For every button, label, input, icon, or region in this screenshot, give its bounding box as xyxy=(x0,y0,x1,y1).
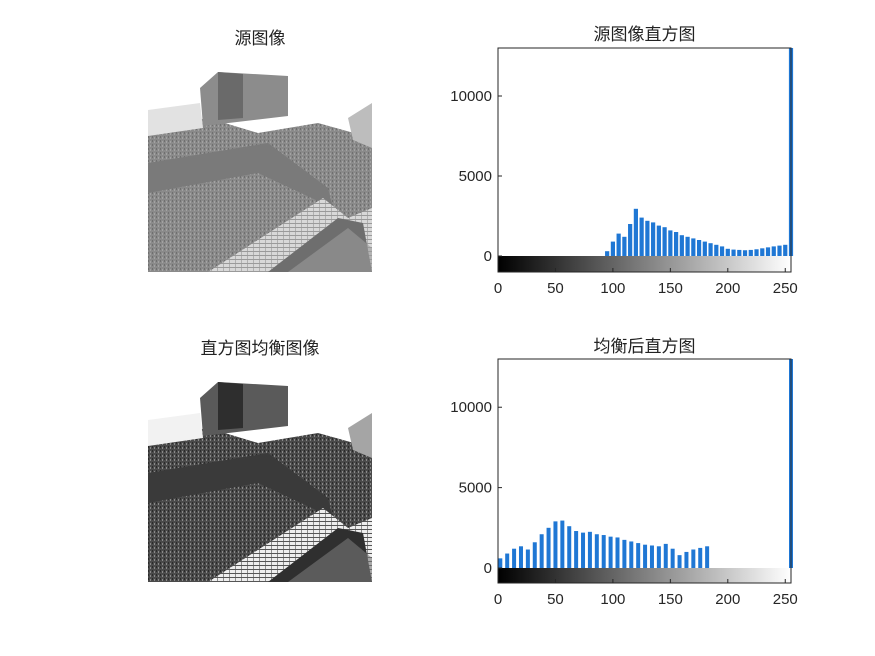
source-hist-colorbar xyxy=(498,256,791,272)
source-hist-bar xyxy=(679,235,684,256)
equalized-hist-bar xyxy=(512,548,517,568)
source-hist-bar xyxy=(742,250,748,256)
source-hist-bar xyxy=(656,225,661,256)
source-hist-bar xyxy=(754,249,759,256)
equalized-hist-x-tick-label: 250 xyxy=(773,591,798,608)
equalized-hist-colorbar xyxy=(498,568,791,583)
source-hist-bar xyxy=(725,248,730,256)
equalized-hist-y-tick-label: 0 xyxy=(484,560,492,577)
source-hist-y-tick-label: 10000 xyxy=(450,88,492,105)
equalized-hist-bar xyxy=(601,535,606,568)
equalized-hist-title: 均衡后直方图 xyxy=(594,337,696,357)
equalized-hist-bar xyxy=(643,544,648,568)
source-hist-bar xyxy=(731,249,736,256)
equalized-image-title: 直方图均衡图像 xyxy=(200,339,320,359)
equalized-hist-bar xyxy=(505,553,510,568)
source-hist-bar xyxy=(633,208,638,256)
source-hist-title: 源图像直方图 xyxy=(594,25,696,45)
equalized-hist-bar xyxy=(629,541,634,568)
source-hist-x-tick-label: 50 xyxy=(547,280,564,297)
equalized-hist-y-tick-label: 10000 xyxy=(450,399,492,416)
equalized-hist-bar xyxy=(525,549,530,568)
equalized-hist-bar xyxy=(636,543,641,568)
equalized-hist-bar xyxy=(567,526,572,568)
source-hist-bar xyxy=(748,249,753,256)
equalized-hist-bar xyxy=(594,534,599,568)
source-hist-y-tick-label: 0 xyxy=(484,248,492,265)
source-hist-bar xyxy=(639,217,644,256)
equalized-hist-y-tick-label: 5000 xyxy=(459,480,492,497)
source-hist-bar xyxy=(610,241,616,256)
source-hist-x-tick-label: 0 xyxy=(494,280,502,297)
source-hist-bar xyxy=(685,236,690,256)
equalized-hist-x-tick-label: 0 xyxy=(494,591,502,608)
equalized-hist-x-tick-label: 50 xyxy=(547,591,564,608)
equalized-hist-bar xyxy=(553,521,558,568)
equalized-hist-x-tick-label: 100 xyxy=(600,591,625,608)
source-hist-bar xyxy=(696,240,702,256)
source-hist-plot-area xyxy=(498,48,791,272)
equalized-hist-bar xyxy=(698,547,703,568)
equalized-hist-bar xyxy=(539,534,544,568)
source-hist-x-tick-label: 250 xyxy=(773,280,798,297)
source-hist-bar xyxy=(765,247,771,256)
equalized-hist-bar xyxy=(532,542,537,568)
equalized-hist-bar xyxy=(663,543,668,568)
equalized-hist-bar xyxy=(615,537,620,568)
equalized-hist-bar xyxy=(705,546,710,568)
source-hist-bar xyxy=(628,224,633,256)
source-hist-bar xyxy=(691,238,696,256)
source-hist-bar xyxy=(673,232,679,256)
source-hist-bar xyxy=(760,248,765,256)
equalized-hist-bar xyxy=(546,527,551,568)
source-hist-bar xyxy=(605,251,610,256)
source-hist-bar xyxy=(783,244,788,256)
equalized-hist-x-tick-label: 150 xyxy=(658,591,683,608)
equalized-hist-bar xyxy=(587,531,592,568)
source-image xyxy=(148,48,372,272)
source-hist-bar xyxy=(622,236,627,256)
equalized-hist-bar xyxy=(560,520,565,568)
source-hist-bar xyxy=(777,245,782,256)
equalized-hist-bar xyxy=(677,555,682,568)
source-hist-y-tick-label: 5000 xyxy=(459,168,492,185)
source-image-title: 源图像 xyxy=(234,29,286,49)
equalized-hist-bar xyxy=(684,551,689,568)
source-hist-bar xyxy=(651,222,656,256)
source-hist-bar xyxy=(719,246,725,256)
source-hist-x-tick-label: 200 xyxy=(715,280,740,297)
source-hist-bar xyxy=(668,230,673,256)
source-hist-axes-box xyxy=(497,47,792,273)
source-hist-bar xyxy=(708,243,713,256)
equalized-hist-bar xyxy=(670,548,675,568)
equalized-hist-bar xyxy=(608,536,613,568)
equalized-hist-bar xyxy=(518,546,523,568)
source-hist-bar xyxy=(771,246,776,256)
source-hist-bar xyxy=(645,220,650,256)
source-hist-x-tick-label: 150 xyxy=(658,280,683,297)
equalized-hist-bar xyxy=(574,531,579,568)
equalized-hist-bar xyxy=(498,558,503,568)
source-hist-bar xyxy=(702,241,707,256)
equalized-hist-bar xyxy=(581,532,586,568)
source-hist-x-tick-label: 100 xyxy=(600,280,625,297)
equalized-hist-axes-box xyxy=(497,358,792,584)
source-histogram-chart: 源图像直方图 0 5000 10000 0 50 100 150 200 250 xyxy=(450,25,798,297)
equalized-hist-x-tick-label: 200 xyxy=(715,591,740,608)
source-hist-bar xyxy=(737,249,742,256)
source-hist-bar xyxy=(662,227,667,256)
equalized-hist-bar xyxy=(649,545,654,568)
equalized-image xyxy=(148,358,372,582)
equalized-hist-bar xyxy=(656,546,661,568)
source-hist-bar xyxy=(714,244,719,256)
equalized-hist-bar xyxy=(622,539,627,568)
source-hist-bar xyxy=(616,233,621,256)
equalized-hist-bar xyxy=(691,549,696,568)
